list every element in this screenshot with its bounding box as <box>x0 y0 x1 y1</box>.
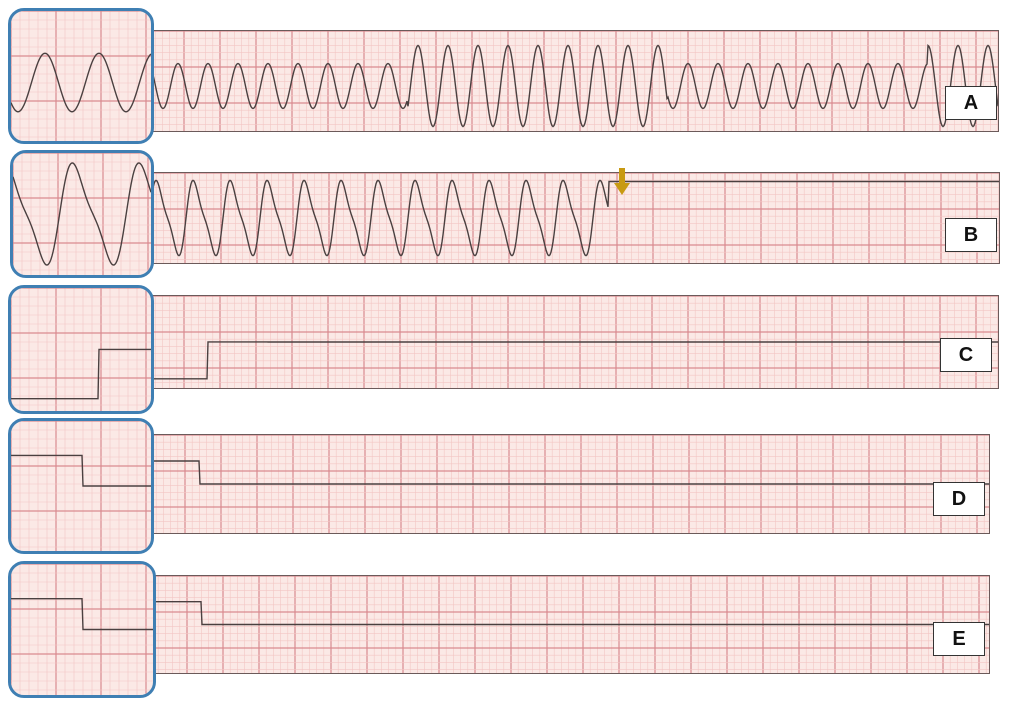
ecg-inset-b <box>10 150 154 278</box>
ecg-trace <box>148 341 998 380</box>
ecg-strip-e <box>150 575 990 674</box>
panel-label-b: B <box>945 218 997 252</box>
ecg-trace <box>11 598 153 631</box>
ecg-trace <box>11 52 151 113</box>
ecg-inset-d <box>8 418 154 554</box>
ecg-inset-c <box>8 285 154 414</box>
ecg-strip-a <box>147 30 999 132</box>
ecg-trace <box>148 44 998 128</box>
ecg-trace <box>13 162 151 266</box>
ecg-trace <box>11 348 151 400</box>
ecg-strip-d <box>148 434 990 534</box>
ecg-strip-c <box>147 295 999 389</box>
panel-label-e: E <box>933 622 985 656</box>
ecg-trace <box>149 179 999 257</box>
ecg-inset-e <box>8 561 156 698</box>
panel-label-d: D <box>933 482 985 516</box>
arrow-down-icon <box>614 168 630 196</box>
ecg-trace <box>11 454 151 487</box>
panel-label-c: C <box>940 338 992 372</box>
ecg-inset-a <box>8 8 154 144</box>
ecg-trace <box>149 460 989 485</box>
panel-label-a: A <box>945 86 997 120</box>
ecg-trace <box>151 601 989 626</box>
ecg-strip-b <box>148 172 1000 264</box>
